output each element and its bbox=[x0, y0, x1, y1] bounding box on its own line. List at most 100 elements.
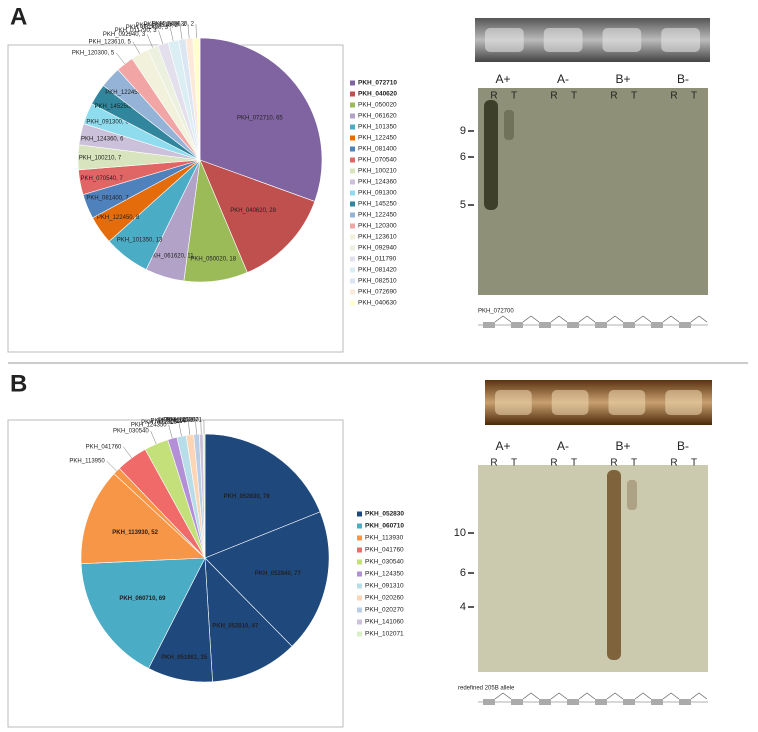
legend-label: PKH_091300 bbox=[358, 190, 397, 197]
exon bbox=[595, 322, 607, 328]
slice-label: PKH_145250, 6 bbox=[94, 104, 137, 110]
intron bbox=[662, 692, 680, 700]
pie-slice bbox=[80, 557, 206, 669]
slice-label: PKH_011790, 3 bbox=[115, 28, 158, 34]
slice-label: PKH_091300, 6 bbox=[86, 119, 129, 125]
legend-swatch bbox=[350, 124, 355, 130]
legend-swatch bbox=[357, 511, 362, 517]
exon bbox=[651, 322, 663, 328]
legend-swatch bbox=[350, 201, 355, 207]
intron bbox=[690, 315, 708, 323]
legend-label: PKH_101350 bbox=[358, 124, 397, 131]
slice-label: PKH_051981, 35 bbox=[161, 655, 208, 661]
intron bbox=[550, 315, 568, 323]
leader-line bbox=[106, 460, 117, 472]
legend-label: PKH_092940 bbox=[358, 245, 397, 252]
slice-label: PKH_052810, 47 bbox=[212, 624, 259, 630]
legend-label: PKH_050020 bbox=[358, 102, 397, 109]
sublane-label: T bbox=[631, 91, 637, 102]
leader-line bbox=[132, 41, 140, 55]
sublane-label: R bbox=[550, 91, 557, 102]
slice-label: PKH_123610, 5 bbox=[88, 39, 131, 45]
slice-label: PKH_124360, 6 bbox=[81, 136, 124, 142]
intron bbox=[494, 315, 512, 323]
sublane-label: R bbox=[490, 458, 497, 469]
legend-label: PKH_040630 bbox=[358, 300, 397, 307]
size-marker: 6 bbox=[460, 151, 466, 163]
legend-swatch bbox=[350, 278, 355, 284]
intron bbox=[578, 692, 596, 700]
legend-swatch bbox=[350, 113, 355, 119]
pie-slice bbox=[204, 511, 330, 647]
legend-label: PKH_030540 bbox=[365, 559, 404, 566]
intron bbox=[550, 692, 568, 700]
exon bbox=[623, 322, 635, 328]
sublane-label: T bbox=[571, 458, 577, 469]
legend-swatch bbox=[357, 571, 362, 577]
rrna-band bbox=[608, 390, 646, 415]
signal-smear bbox=[484, 100, 498, 210]
sublane-label: T bbox=[511, 458, 517, 469]
intron bbox=[606, 692, 624, 700]
legend-swatch bbox=[350, 135, 355, 141]
size-marker: 5 bbox=[460, 199, 466, 211]
blot bbox=[478, 465, 708, 672]
legend-label: PKH_081420 bbox=[358, 267, 397, 274]
legend-swatch bbox=[357, 619, 362, 625]
slice-label: PKH_060710, 69 bbox=[119, 596, 166, 602]
lane-label: B- bbox=[677, 72, 689, 86]
legend-label: PKH_081400 bbox=[358, 146, 397, 153]
leader-line bbox=[195, 420, 197, 435]
exon bbox=[651, 699, 663, 705]
legend-swatch bbox=[357, 523, 362, 529]
exon bbox=[511, 322, 523, 328]
signal-smear bbox=[504, 110, 514, 140]
exon bbox=[623, 699, 635, 705]
legend-swatch bbox=[350, 168, 355, 174]
exon bbox=[567, 699, 579, 705]
rrna-band bbox=[543, 28, 583, 52]
legend-label: PKH_122450 bbox=[358, 135, 397, 142]
legend-label: PKH_124350 bbox=[365, 571, 404, 578]
legend-swatch bbox=[357, 631, 362, 637]
intron bbox=[662, 315, 680, 323]
gene-label: PKH_072700 bbox=[478, 309, 514, 315]
legend-swatch bbox=[350, 102, 355, 108]
legend-label: PKH_120300 bbox=[358, 223, 397, 230]
legend-swatch bbox=[357, 559, 362, 565]
legend-label: PKH_141060 bbox=[365, 619, 404, 626]
leader-line bbox=[158, 30, 164, 44]
pie-slice bbox=[80, 473, 206, 564]
exon bbox=[483, 699, 495, 705]
legend-label: PKH_072710 bbox=[358, 80, 397, 87]
pie-slice bbox=[192, 37, 201, 161]
slice-label: PKH_113950 bbox=[69, 459, 105, 465]
exon bbox=[679, 699, 691, 705]
slice-label: PKH_120300, 5 bbox=[72, 50, 115, 56]
rrna-band bbox=[495, 390, 532, 415]
rrna-band bbox=[661, 28, 700, 52]
lane-label: A+ bbox=[495, 439, 510, 453]
leader-line bbox=[187, 24, 190, 39]
legend-swatch bbox=[350, 234, 355, 240]
legend-label: PKH_060710 bbox=[365, 523, 404, 530]
legend-label: PKH_102071 bbox=[365, 631, 404, 638]
legend-label: PKH_091310 bbox=[365, 583, 404, 590]
legend-swatch bbox=[350, 190, 355, 196]
intron bbox=[494, 692, 512, 700]
slice-label: PKH_122450, 8 bbox=[97, 215, 140, 221]
size-marker: 9 bbox=[460, 125, 466, 137]
leader-line bbox=[178, 422, 182, 437]
slice-label: PKH_124350 bbox=[131, 422, 167, 428]
legend-swatch bbox=[350, 256, 355, 262]
slice-label: PKH_020270 bbox=[158, 418, 194, 424]
slice-label: PKH_081400, 7 bbox=[86, 196, 129, 202]
legend-swatch bbox=[350, 300, 355, 306]
intron bbox=[522, 315, 540, 323]
lane-label: B+ bbox=[615, 439, 630, 453]
legend-swatch bbox=[357, 547, 362, 553]
slice-label: PKH_082510, 2 bbox=[136, 23, 179, 29]
leader-line bbox=[187, 420, 191, 435]
